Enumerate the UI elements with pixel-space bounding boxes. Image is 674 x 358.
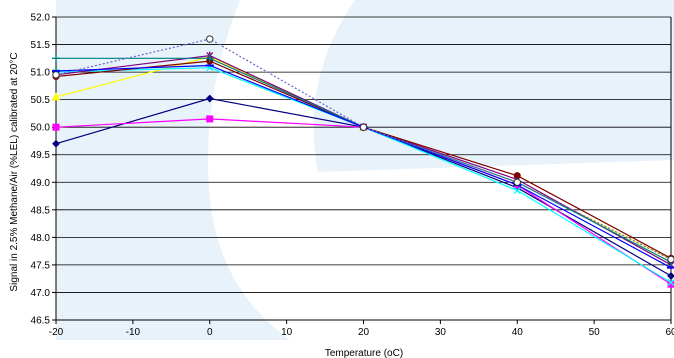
x-tick-label: 60 — [665, 327, 674, 338]
watermark-right-panel — [313, 0, 674, 172]
data-point — [359, 123, 368, 131]
y-tick-label: 52.0 — [31, 13, 51, 24]
data-point — [513, 178, 521, 186]
x-tick-label: 50 — [589, 327, 601, 338]
y-tick-label: 46.5 — [31, 316, 51, 327]
data-point — [52, 139, 60, 148]
axes — [52, 16, 672, 324]
data-point — [513, 172, 521, 180]
x-axis-title: Temperature (oC) — [325, 348, 403, 358]
data-point — [52, 123, 60, 131]
x-tick-label: 0 — [207, 327, 213, 338]
y-tick-label: 50.5 — [31, 95, 51, 106]
x-tick-label: 40 — [512, 327, 524, 338]
series-9 — [52, 35, 674, 264]
y-tick-label: 47.0 — [31, 288, 51, 299]
y-tick-label: 51.0 — [31, 68, 51, 79]
data-point — [52, 71, 60, 79]
series-layer — [51, 35, 674, 288]
y-tick-label: 49.0 — [31, 178, 51, 189]
background-watermark — [56, 0, 674, 340]
y-tick-label: 49.5 — [31, 150, 51, 161]
y-tick-label: 47.5 — [31, 260, 51, 271]
data-point — [206, 35, 214, 43]
y-tick-label: 50.0 — [31, 123, 51, 134]
data-point — [667, 255, 674, 264]
y-tick-label: 51.5 — [31, 40, 51, 51]
watermark-left-swirl — [56, 0, 290, 340]
data-point — [667, 272, 674, 280]
data-point — [667, 279, 674, 287]
tick-labels: 46.5 47.0 47.5 48.0 48.5 49.0 49.5 50.0 50.5 51.0… — [31, 13, 674, 339]
gridlines — [56, 16, 671, 321]
y-tick-label: 48.5 — [31, 205, 51, 216]
x-tick-label: -10 — [126, 327, 141, 338]
series-line — [55, 38, 672, 260]
data-point — [51, 92, 61, 101]
x-tick-label: 30 — [435, 327, 447, 338]
y-axis-title: Signal in 2.5% Methane/Air (%LEL) calibr… — [9, 52, 20, 291]
data-point — [52, 54, 60, 63]
data-point — [205, 54, 214, 63]
data-point — [206, 115, 214, 123]
data-point — [205, 94, 214, 103]
x-tick-label: -20 — [49, 327, 64, 338]
data-point — [513, 187, 521, 195]
y-tick-label: 48.0 — [31, 233, 51, 244]
x-tick-label: 10 — [281, 327, 293, 338]
data-point — [667, 280, 674, 288]
x-tick-label: 20 — [358, 327, 370, 338]
